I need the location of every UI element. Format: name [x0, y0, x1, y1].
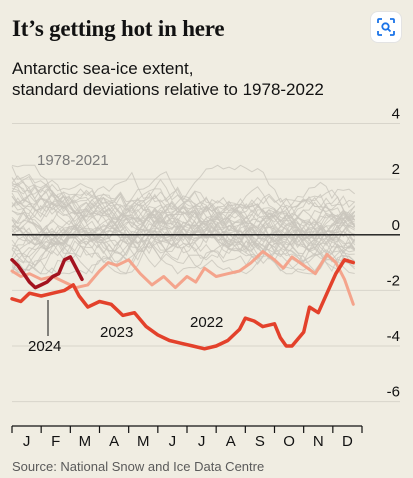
history-line	[11, 201, 356, 250]
annotation-2023: 2023	[100, 324, 133, 341]
history-line	[11, 202, 356, 255]
series-line-2022	[10, 250, 355, 306]
chart-title: It’s getting hot in here	[12, 16, 225, 41]
x-tick-label: A	[109, 433, 119, 450]
x-tick-label: J	[198, 433, 206, 450]
subtitle-line-2: standard deviations relative to 1978-202…	[12, 80, 324, 99]
history-line	[11, 185, 355, 225]
y-tick-label: -2	[387, 272, 400, 289]
x-tick-label: D	[342, 433, 353, 450]
lens-search-icon	[377, 18, 395, 36]
history-line	[11, 189, 356, 256]
history-line	[11, 164, 356, 266]
history-line	[11, 190, 356, 270]
subtitle-line-1: Antarctic sea-ice extent,	[12, 59, 194, 78]
y-tick-label: -6	[387, 384, 400, 401]
x-tick-label: N	[313, 433, 324, 450]
source-note: Source: National Snow and Ice Data Centr…	[12, 459, 265, 474]
lens-search-button[interactable]	[371, 12, 401, 42]
y-tick-label: -4	[387, 328, 400, 345]
x-tick-label: M	[79, 433, 92, 450]
x-tick-label: J	[23, 433, 31, 450]
history-line	[11, 195, 356, 275]
history-line	[11, 224, 355, 268]
history-line	[11, 182, 356, 247]
x-tick-label: M	[137, 433, 150, 450]
history-line	[11, 181, 356, 275]
history-line	[11, 193, 355, 235]
series-line-2024	[10, 255, 84, 290]
y-tick-label: 4	[392, 106, 400, 123]
x-tick-label: J	[169, 433, 177, 450]
annotation-2022: 2022	[190, 314, 223, 331]
history-line	[11, 186, 356, 275]
y-tick-label: 2	[392, 161, 400, 178]
x-tick-label: O	[283, 433, 295, 450]
annotation-1978-2021: 1978-2021	[37, 152, 109, 169]
series-line-2023	[10, 258, 356, 351]
annotation-2024: 2024	[28, 338, 61, 355]
y-tick-label: 0	[392, 217, 400, 234]
history-line	[11, 200, 356, 246]
x-tick-label: F	[51, 433, 60, 450]
chart-subtitle: Antarctic sea-ice extent, standard devia…	[12, 58, 372, 100]
x-tick-label: A	[226, 433, 236, 450]
history-line	[11, 164, 356, 226]
history-line	[11, 224, 355, 274]
x-tick-label: S	[255, 433, 265, 450]
